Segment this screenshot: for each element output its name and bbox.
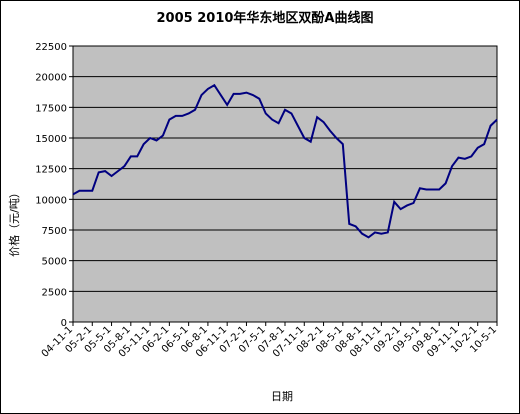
chart-title: 2005 2010年华东地区双酚A曲线图 <box>157 10 374 26</box>
y-tick-label: 20000 <box>35 73 67 84</box>
y-tick-label: 15000 <box>35 134 67 145</box>
y-tick-label: 7500 <box>42 226 67 237</box>
y-tick-label: 5000 <box>42 257 67 268</box>
y-tick-label: 0 <box>61 318 67 329</box>
y-tick-label: 17500 <box>35 103 67 114</box>
price-line <box>72 83 498 239</box>
x-axis-label: 日期 <box>271 390 293 403</box>
y-tick-label: 22500 <box>35 42 67 53</box>
plot-area <box>73 46 497 322</box>
y-tick-label: 12500 <box>35 165 67 176</box>
y-axis-label: 价格（元/吨） <box>7 187 21 257</box>
y-tick-label: 10000 <box>35 195 67 206</box>
y-tick-label: 2500 <box>42 287 67 298</box>
